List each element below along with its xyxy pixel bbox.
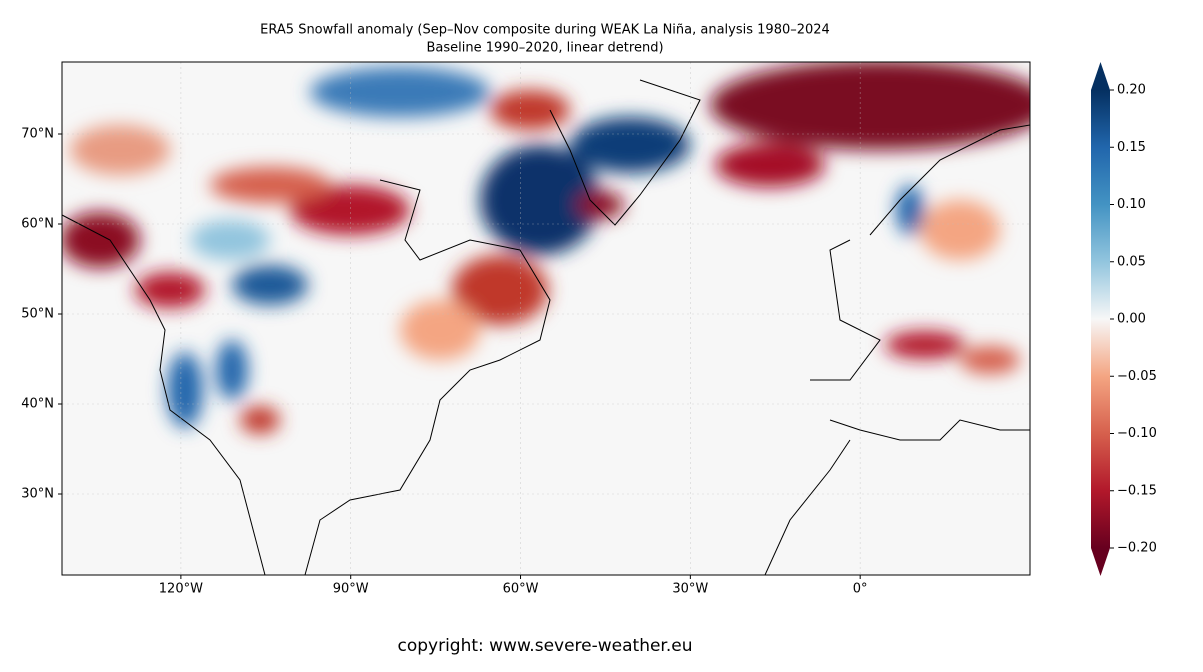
y-tick-label: 70°N: [21, 127, 54, 142]
x-tick-label: 0°: [853, 582, 868, 597]
copyright: copyright: www.severe-weather.eu: [397, 636, 692, 656]
colorbar-tick-label: 0.05: [1117, 254, 1146, 269]
x-tick-label: 90°W: [333, 582, 369, 597]
title-line: Baseline 1990–2020, linear detrend): [426, 41, 663, 56]
colorbar-tick-label: 0.15: [1117, 140, 1146, 155]
axes: 120°W 90°W 60°W 30°W 0° 30°N 40°N 50°N 60°N 70°N: [21, 127, 867, 597]
colorbar-tick-label: 0.00: [1117, 312, 1146, 327]
colorbar-tick-label: 0.20: [1117, 83, 1146, 98]
y-tick-label: 50°N: [21, 307, 54, 322]
x-tick-label: 60°W: [503, 582, 539, 597]
colorbar-axis: 0.20 0.15 0.10 0.05 0.00 −0.05 −0.10 −0.15 −0.20: [1110, 83, 1157, 556]
map-frame: [61, 61, 1031, 576]
x-tick-label: 30°W: [672, 582, 708, 597]
colorbar-tick-label: −0.10: [1117, 426, 1157, 441]
grid: [62, 62, 1030, 575]
colorbar-tick-label: −0.15: [1117, 483, 1157, 498]
anomaly-field: [62, 62, 1030, 575]
y-tick-label: 30°N: [21, 487, 54, 502]
y-tick-label: 40°N: [21, 397, 54, 412]
title-line: ERA5 Snowfall anomaly (Sep–Nov composite…: [260, 23, 830, 38]
colorbar: [1091, 90, 1110, 548]
colorbar-extend-high: [1091, 62, 1110, 90]
y-tick-label: 60°N: [21, 217, 54, 232]
colorbar-tick-label: −0.05: [1117, 369, 1157, 384]
colorbar-tick-label: −0.20: [1117, 541, 1157, 556]
x-tick-label: 120°W: [159, 582, 203, 597]
colorbar-extend-low: [1091, 548, 1110, 576]
colorbar-tick-label: 0.10: [1117, 197, 1146, 212]
